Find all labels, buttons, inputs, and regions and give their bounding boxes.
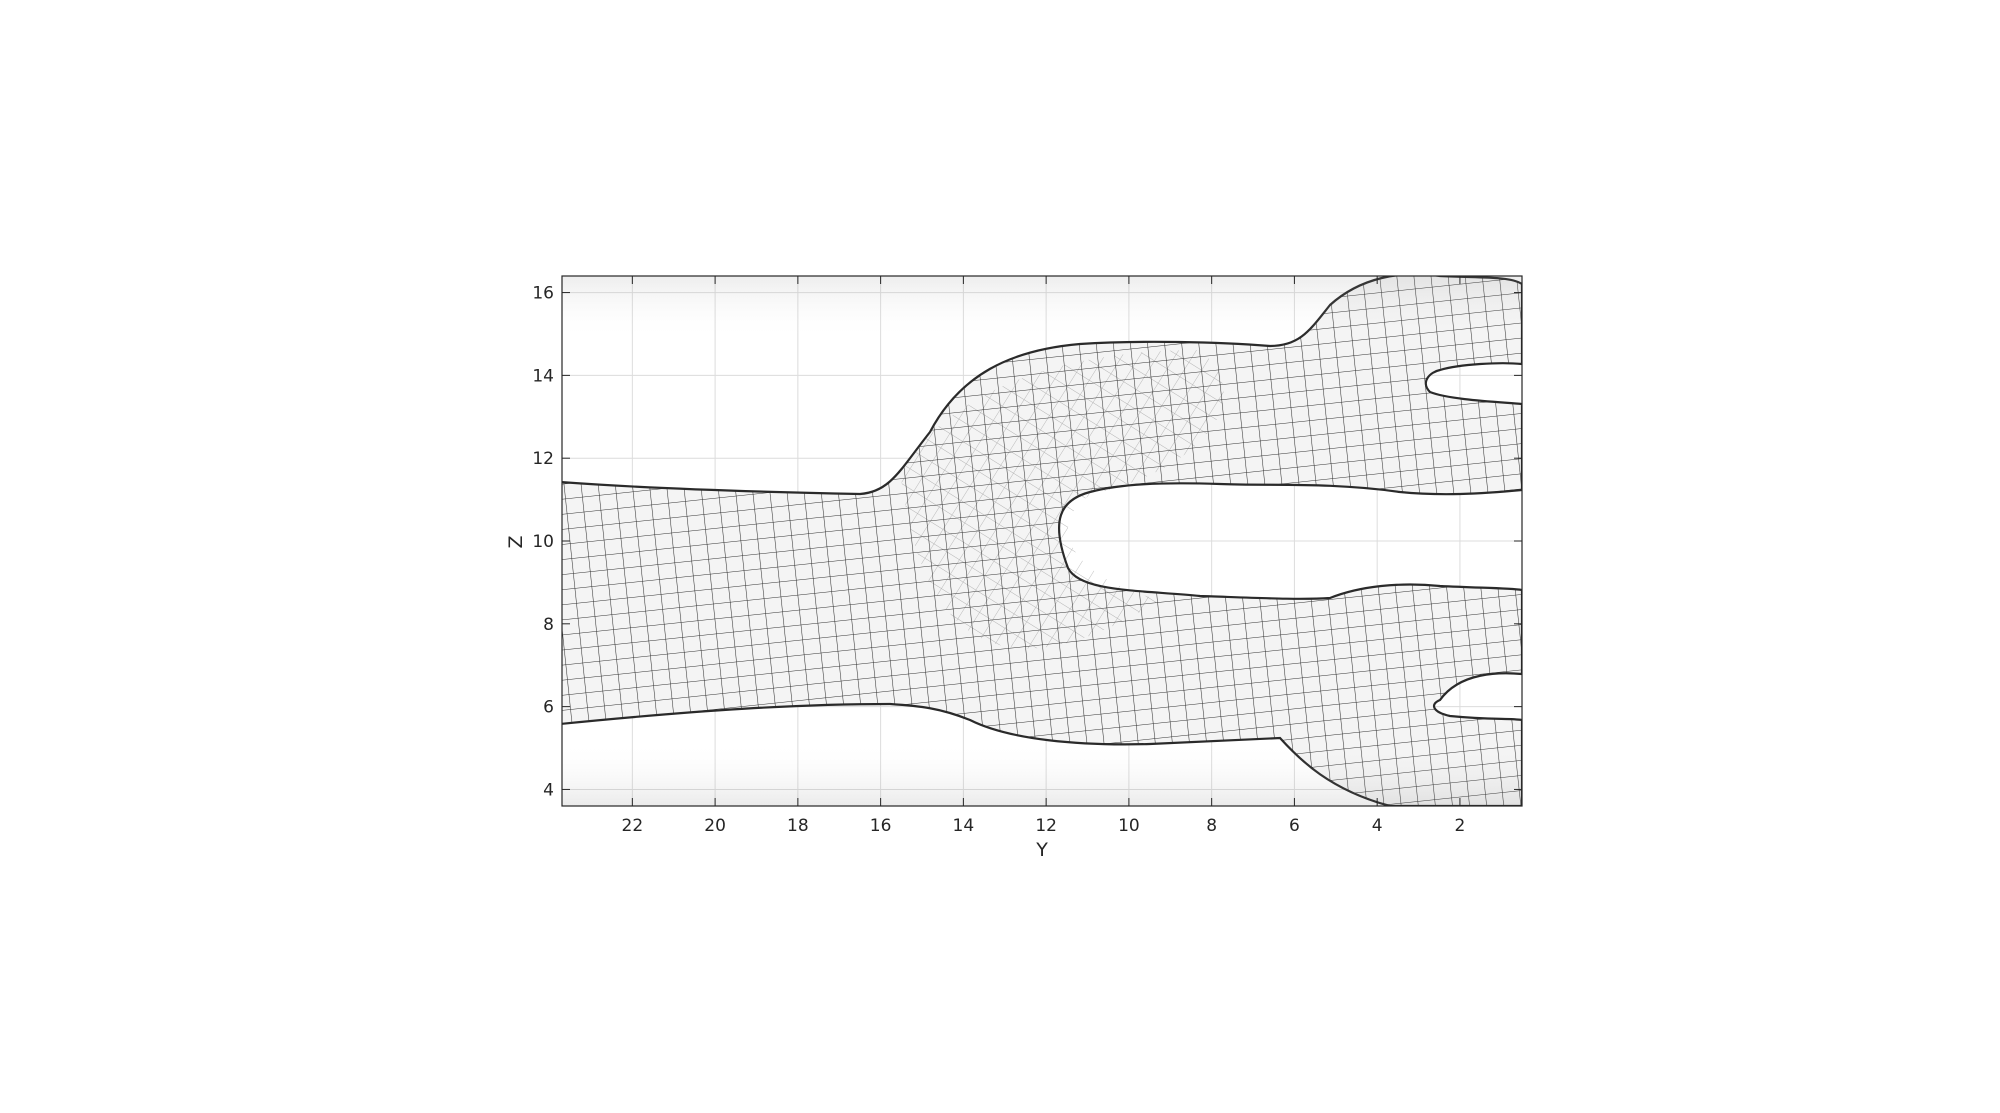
- x-tick-label: 10: [1118, 816, 1140, 836]
- vessel-shading: [562, 276, 1522, 806]
- x-tick-label: 8: [1206, 816, 1217, 836]
- y-tick-label: 12: [532, 449, 554, 469]
- y-axis-label: Z: [505, 535, 527, 548]
- y-tick-label: 14: [532, 366, 554, 386]
- x-tick-label: 14: [953, 816, 975, 836]
- x-tick-label: 12: [1035, 816, 1057, 836]
- x-axis-label: Y: [1035, 839, 1048, 861]
- y-axis-ticks: 16 14 12 10 8 6 4: [532, 284, 1522, 800]
- y-tick-label: 6: [543, 698, 554, 718]
- vessel-surface: [562, 276, 1522, 806]
- x-tick-label: 4: [1372, 816, 1383, 836]
- axes: 22 20 18 16 14 12 10 8 6 4 2 16 14 12 10 8 6 4 Y Z: [505, 275, 1523, 861]
- x-axis-ticks: 22 20 18 16 14 12 10 8 6 4 2: [622, 276, 1466, 836]
- x-tick-label: 20: [704, 816, 726, 836]
- x-tick-label: 22: [622, 816, 644, 836]
- y-tick-label: 8: [543, 615, 554, 635]
- x-tick-label: 2: [1455, 816, 1466, 836]
- y-tick-label: 4: [543, 780, 554, 800]
- y-tick-label: 10: [532, 532, 554, 552]
- x-tick-label: 16: [870, 816, 892, 836]
- x-tick-label: 18: [787, 816, 809, 836]
- x-tick-label: 6: [1289, 816, 1300, 836]
- y-tick-label: 16: [532, 284, 554, 304]
